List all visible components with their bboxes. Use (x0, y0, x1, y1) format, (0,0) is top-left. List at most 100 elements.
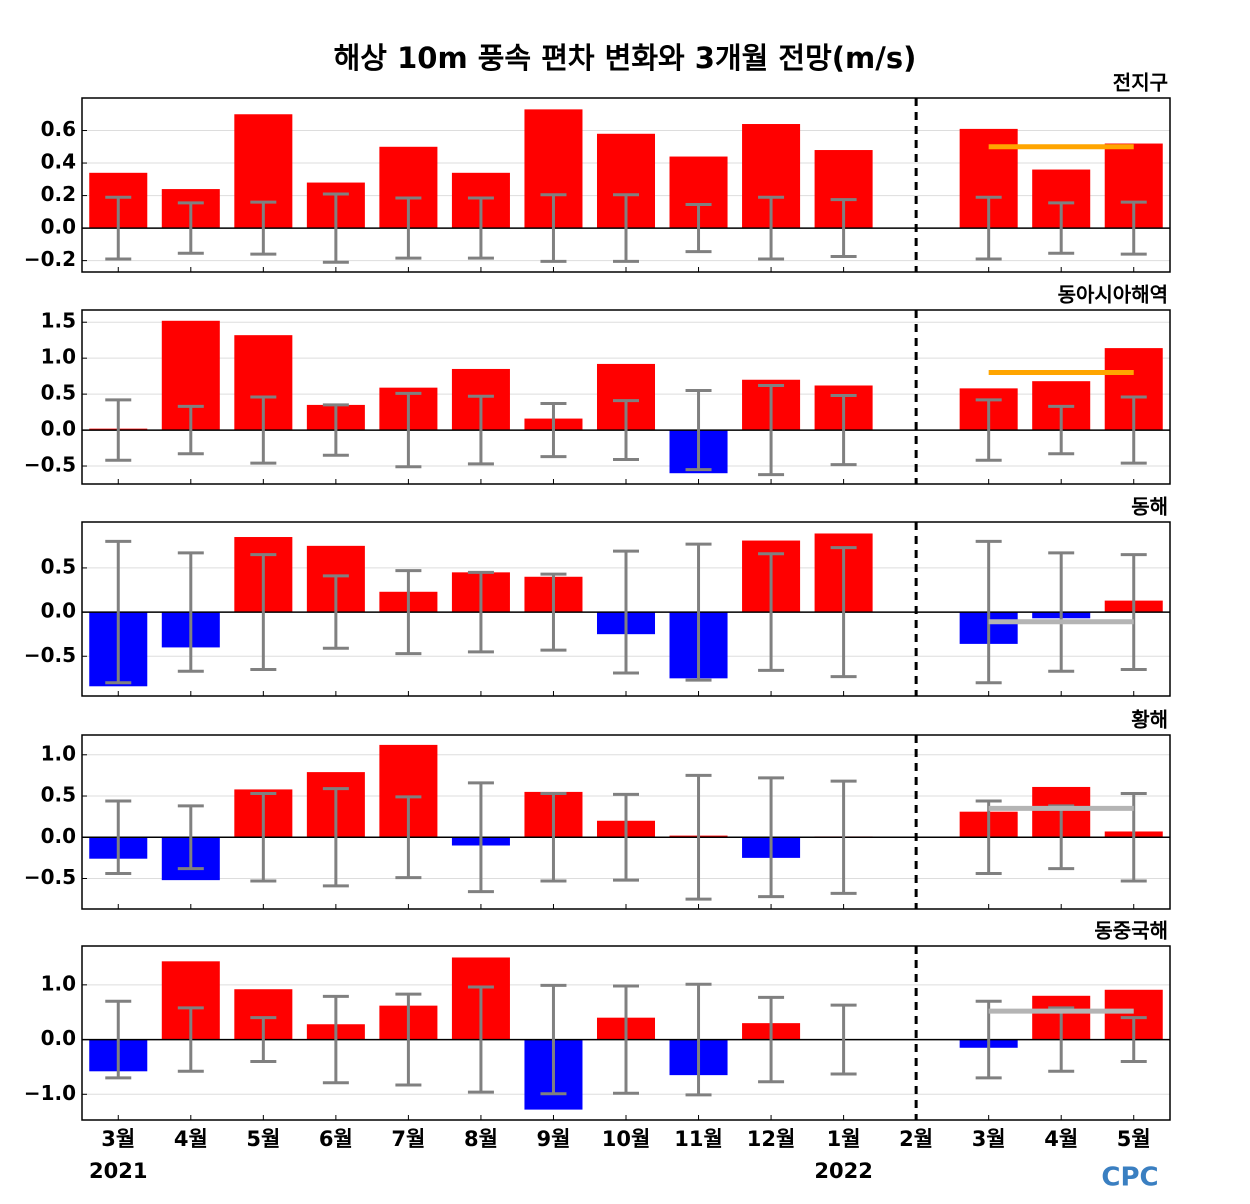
error-bar (975, 195, 1002, 261)
error-bar (613, 193, 639, 263)
x-tick-label: 7월 (391, 1127, 425, 1151)
y-tick-label: 0.0 (41, 1026, 76, 1050)
y-tick-label: −1.0 (24, 1081, 76, 1105)
x-tick-label: 5월 (246, 1127, 280, 1151)
error-bar (1048, 551, 1075, 673)
error-bar (540, 193, 567, 263)
y-tick-label: −0.2 (24, 247, 76, 271)
error-bar (1048, 404, 1075, 456)
y-tick-label: 0.6 (41, 117, 76, 141)
error-bar (322, 994, 349, 1085)
error-bar (540, 983, 567, 1096)
error-bar (758, 552, 785, 672)
error-bar (322, 574, 349, 650)
error-bar (395, 795, 422, 880)
error-bar (830, 394, 857, 467)
error-bar (105, 999, 132, 1080)
x-tick-label: 8월 (464, 1127, 498, 1151)
error-bar (540, 401, 567, 459)
error-bar (758, 383, 785, 477)
error-bar (1120, 200, 1147, 256)
x-tick-label: 12월 (747, 1127, 796, 1151)
error-bar (1048, 1006, 1075, 1073)
error-bar (105, 539, 132, 685)
y-tick-label: 1.0 (41, 741, 76, 765)
error-bar (975, 539, 1002, 685)
y-tick-label: 0.5 (41, 381, 76, 405)
error-bar (613, 792, 639, 882)
error-bar (830, 779, 857, 895)
chart-title: 해상 10m 풍속 편차 변화와 3개월 전망(m/s) (334, 41, 917, 75)
error-bar (105, 799, 132, 876)
y-tick-label: 0.0 (41, 599, 76, 623)
error-bar (177, 404, 204, 456)
error-bar (1120, 1016, 1147, 1063)
error-bar (830, 198, 857, 259)
error-bar (322, 403, 349, 457)
error-bar (685, 773, 712, 901)
panel-frame (81, 97, 1171, 273)
error-bar (975, 398, 1002, 462)
error-bar (758, 195, 785, 261)
error-bar (177, 1006, 204, 1073)
x-tick-label: 4월 (174, 1127, 208, 1151)
panel-frame (81, 309, 1171, 485)
x-tick-label: 10월 (602, 1127, 651, 1151)
x-tick-label: 3월 (101, 1127, 135, 1151)
error-bar (1120, 553, 1147, 672)
error-bar (685, 389, 712, 472)
error-bar (613, 549, 639, 675)
y-tick-label: 0.4 (41, 150, 76, 174)
y-tick-label: 0.0 (41, 417, 76, 441)
error-bar (830, 1003, 857, 1076)
panel-title: 황해 (1131, 708, 1168, 732)
error-bar (177, 804, 204, 871)
error-bar (467, 985, 494, 1094)
panel-frame (81, 521, 1171, 697)
error-bar (395, 391, 422, 469)
error-bar (105, 398, 132, 462)
panel-title: 동해 (1131, 495, 1168, 519)
y-tick-label: 1.5 (41, 309, 76, 333)
panel-frame (81, 945, 1171, 1121)
error-bar (467, 394, 494, 466)
error-bar (322, 192, 349, 264)
y-tick-label: 0.2 (41, 182, 76, 206)
y-tick-label: 0.5 (41, 554, 76, 578)
y-tick-label: 0.0 (41, 824, 76, 848)
y-tick-label: −0.5 (24, 453, 76, 477)
y-tick-label: 1.0 (41, 971, 76, 995)
error-bar (250, 553, 277, 672)
error-bar (395, 569, 422, 656)
error-bar (685, 203, 712, 254)
panel-title: 전지구 (1113, 71, 1168, 95)
error-bar (613, 984, 639, 1095)
error-bar (250, 395, 277, 465)
error-bar (395, 992, 422, 1087)
error-bar (250, 792, 277, 883)
x-tick-label: 9월 (536, 1127, 570, 1151)
y-tick-label: 0.5 (41, 783, 76, 807)
panel-title: 동중국해 (1094, 919, 1168, 943)
error-bar (1120, 395, 1147, 465)
error-bar (322, 787, 349, 888)
x-sublabel: 2022 (814, 1159, 872, 1183)
error-bar (467, 781, 494, 894)
error-bar (758, 776, 785, 899)
error-bar (250, 1016, 277, 1063)
panel-frame (81, 734, 1171, 910)
x-tick-label: 1월 (827, 1127, 861, 1151)
error-bar (685, 982, 712, 1097)
error-bar (250, 200, 277, 256)
x-tick-label: 6월 (319, 1127, 353, 1151)
error-bar (467, 196, 494, 260)
y-tick-label: 0.0 (41, 215, 76, 239)
error-bar (975, 999, 1002, 1080)
error-bar (830, 546, 857, 679)
x-tick-label: 4월 (1044, 1127, 1078, 1151)
x-tick-label: 3월 (972, 1127, 1006, 1151)
error-bar (685, 542, 712, 682)
error-bar (105, 195, 132, 261)
error-bar (467, 570, 494, 654)
